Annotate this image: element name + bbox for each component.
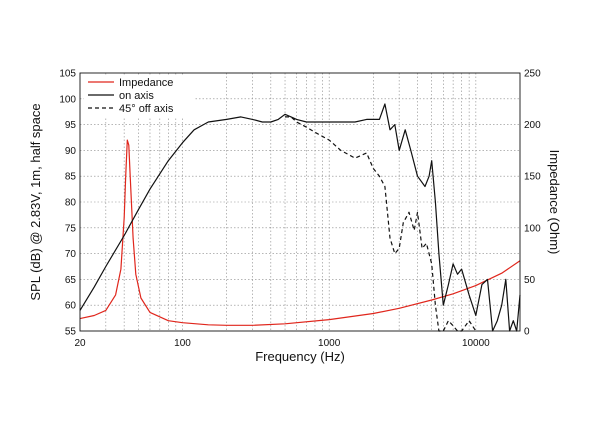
y-tick-label: 75 bbox=[65, 223, 77, 234]
y2-tick-label: 0 bbox=[524, 327, 530, 338]
y2-tick-label: 100 bbox=[524, 223, 541, 234]
plot-area bbox=[79, 103, 521, 332]
off-axis-curve bbox=[285, 116, 477, 332]
y2-tick-label: 250 bbox=[524, 69, 541, 80]
tick-labels: 20 100 1000 10000 55 60 65 70 75 80 85 90 95 100 105 0 5… bbox=[59, 69, 541, 350]
legend-label-impedance: Impedance bbox=[119, 77, 173, 89]
y-tick-label: 90 bbox=[65, 146, 77, 157]
y-tick-label: 95 bbox=[65, 120, 77, 131]
x-tick-label: 20 bbox=[74, 338, 86, 349]
plot-frame bbox=[79, 72, 521, 332]
y-tick-label: 55 bbox=[65, 327, 77, 338]
on-axis-curve bbox=[79, 103, 521, 332]
legend-label-off-axis: 45° off axis bbox=[119, 103, 174, 115]
y-axis-title: SPL (dB) @ 2.83V, 1m, half space bbox=[28, 103, 43, 300]
y2-tick-label: 150 bbox=[524, 172, 541, 183]
impedance-curve bbox=[79, 139, 521, 326]
x-tick-label: 100 bbox=[174, 338, 191, 349]
y-tick-label: 85 bbox=[65, 172, 77, 183]
y-tick-label: 70 bbox=[65, 249, 77, 260]
y2-tick-label: 50 bbox=[524, 275, 536, 286]
x-axis-title: Frequency (Hz) bbox=[255, 349, 345, 364]
y-tick-label: 100 bbox=[59, 94, 76, 105]
x-tick-label: 1000 bbox=[318, 338, 341, 349]
y2-axis-title: Impedance (Ohm) bbox=[547, 150, 562, 255]
y-tick-label: 65 bbox=[65, 275, 77, 286]
y-tick-label: 105 bbox=[59, 69, 76, 80]
y2-tick-label: 200 bbox=[524, 120, 541, 131]
legend-label-on-axis: on axis bbox=[119, 90, 154, 102]
plot-border bbox=[79, 72, 521, 332]
y-tick-label: 80 bbox=[65, 198, 77, 209]
x-tick-label: 10000 bbox=[462, 338, 490, 349]
legend: Impedance on axis 45° off axis bbox=[84, 75, 195, 117]
y-tick-label: 60 bbox=[65, 301, 77, 312]
